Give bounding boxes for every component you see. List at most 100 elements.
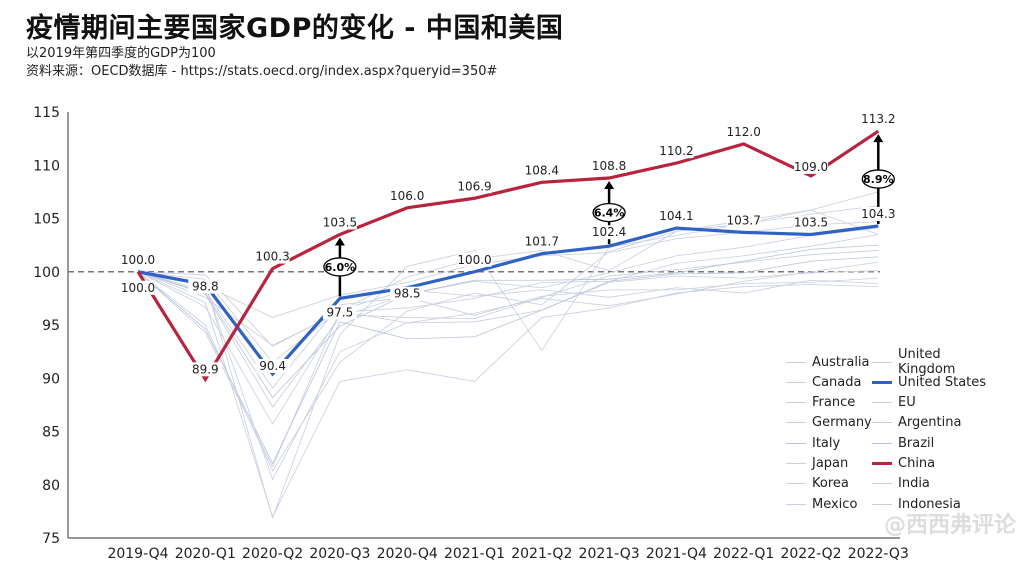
legend-label: Canada bbox=[812, 374, 862, 390]
data-label: 103.5 bbox=[323, 215, 357, 229]
series-line-mexico bbox=[137, 261, 879, 481]
data-label: 104.3 bbox=[861, 207, 895, 221]
data-label: 90.4 bbox=[259, 359, 286, 373]
y-tick-label: 95 bbox=[42, 318, 60, 334]
legend-swatch bbox=[786, 402, 806, 404]
data-label: 108.4 bbox=[525, 163, 559, 177]
x-tick-label: 2021-Q2 bbox=[511, 546, 572, 562]
gap-label: 8.9% bbox=[863, 173, 894, 186]
legend-label: Korea bbox=[812, 476, 849, 492]
legend-label: Japan bbox=[812, 455, 849, 471]
legend-swatch bbox=[786, 381, 806, 383]
legend-item: Argentina bbox=[872, 415, 1002, 431]
legend-swatch bbox=[872, 422, 892, 424]
y-tick-label: 100 bbox=[33, 265, 60, 281]
gap-badge bbox=[323, 257, 357, 277]
legend-swatch bbox=[786, 462, 806, 464]
legend-swatch bbox=[786, 503, 806, 505]
gap-label: 6.0% bbox=[325, 261, 356, 274]
data-label: 100.0 bbox=[457, 253, 491, 267]
data-label-bg bbox=[592, 225, 627, 240]
legend: Australia United Kingdom Canada United Stat… bbox=[786, 347, 1002, 512]
data-label-bg bbox=[457, 252, 492, 267]
legend-item: Australia bbox=[786, 354, 872, 370]
data-label-bg bbox=[121, 280, 155, 295]
legend-label: Germany bbox=[812, 415, 872, 431]
gap-label: 6.4% bbox=[594, 207, 625, 220]
data-label: 106.9 bbox=[457, 179, 491, 193]
data-label-bg bbox=[390, 188, 425, 203]
x-tick-label: 2020-Q1 bbox=[175, 546, 236, 562]
legend-item: Korea bbox=[786, 476, 872, 492]
legend-item: Mexico bbox=[786, 496, 872, 512]
legend-swatch bbox=[872, 361, 892, 363]
x-tick-label: 2019-Q4 bbox=[107, 546, 168, 562]
legend-item: EU bbox=[872, 395, 1002, 411]
legend-label: Mexico bbox=[812, 496, 858, 512]
data-label-bg bbox=[390, 286, 425, 301]
x-tick-label: 2020-Q3 bbox=[309, 546, 370, 562]
data-label-bg bbox=[524, 234, 559, 249]
legend-swatch bbox=[786, 442, 806, 444]
data-label-bg bbox=[188, 279, 223, 294]
y-tick-label: 85 bbox=[42, 425, 60, 441]
legend-label: United Kingdom bbox=[897, 347, 956, 377]
legend-item: Indonesia bbox=[872, 496, 1002, 512]
data-label: 113.2 bbox=[861, 112, 895, 126]
data-label: 101.7 bbox=[525, 235, 559, 249]
series-line-korea bbox=[137, 221, 879, 318]
x-tick-label: 2020-Q4 bbox=[377, 546, 438, 562]
data-label-bg bbox=[794, 159, 828, 174]
series-line-canada bbox=[137, 227, 879, 408]
series-line-united-kingdom bbox=[137, 271, 879, 518]
legend-item: Germany bbox=[786, 415, 872, 431]
data-label-bg bbox=[659, 209, 694, 224]
data-label: 100.0 bbox=[121, 253, 155, 267]
data-label-bg bbox=[322, 215, 357, 230]
data-label: 89.9 bbox=[192, 362, 219, 376]
gap-badge bbox=[592, 202, 626, 223]
data-label: 100.3 bbox=[255, 250, 289, 264]
data-label-bg bbox=[794, 215, 828, 230]
watermark: @西西弗评论 bbox=[884, 513, 1017, 538]
data-label-bg bbox=[188, 362, 223, 377]
legend-swatch bbox=[786, 361, 806, 363]
data-label: 98.5 bbox=[394, 287, 421, 301]
data-label-bg bbox=[592, 159, 627, 174]
legend-swatch bbox=[872, 442, 892, 444]
legend-item: Canada bbox=[786, 374, 872, 390]
legend-label: Argentina bbox=[898, 415, 962, 431]
data-label-bg bbox=[861, 206, 896, 221]
y-tick-label: 80 bbox=[42, 478, 60, 494]
data-label: 103.7 bbox=[727, 213, 761, 227]
data-label: 98.8 bbox=[192, 280, 219, 294]
legend-label: India bbox=[898, 476, 930, 492]
legend-swatch bbox=[786, 483, 806, 485]
legend-item: India bbox=[872, 476, 1002, 492]
gap-arrowhead bbox=[604, 181, 615, 190]
legend-label: United States bbox=[898, 374, 987, 390]
chart-title: 疫情期间主要国家GDP的变化 - 中国和美国 bbox=[26, 13, 564, 44]
y-tick-label: 105 bbox=[33, 212, 60, 228]
legend-label: France bbox=[812, 395, 856, 411]
data-label: 104.1 bbox=[659, 209, 693, 223]
legend-label: Italy bbox=[812, 435, 841, 451]
series-line-brazil bbox=[137, 244, 879, 399]
data-label-bg bbox=[726, 124, 761, 139]
legend-label: Australia bbox=[812, 354, 870, 370]
data-label-bg bbox=[255, 358, 290, 373]
data-label: 97.5 bbox=[327, 305, 354, 319]
x-tick-label: 2021-Q4 bbox=[646, 546, 707, 562]
legend-swatch bbox=[872, 402, 892, 404]
data-label: 112.0 bbox=[727, 125, 761, 139]
legend-item: China bbox=[872, 455, 1002, 471]
y-tick-label: 90 bbox=[42, 371, 60, 387]
legend-label: Indonesia bbox=[898, 496, 961, 512]
legend-swatch bbox=[872, 461, 892, 465]
data-label-bg bbox=[659, 144, 694, 159]
legend-label: EU bbox=[898, 395, 916, 411]
data-label: 108.8 bbox=[592, 159, 626, 173]
x-tick-label: 2020-Q2 bbox=[242, 546, 303, 562]
data-label-bg bbox=[322, 305, 357, 320]
